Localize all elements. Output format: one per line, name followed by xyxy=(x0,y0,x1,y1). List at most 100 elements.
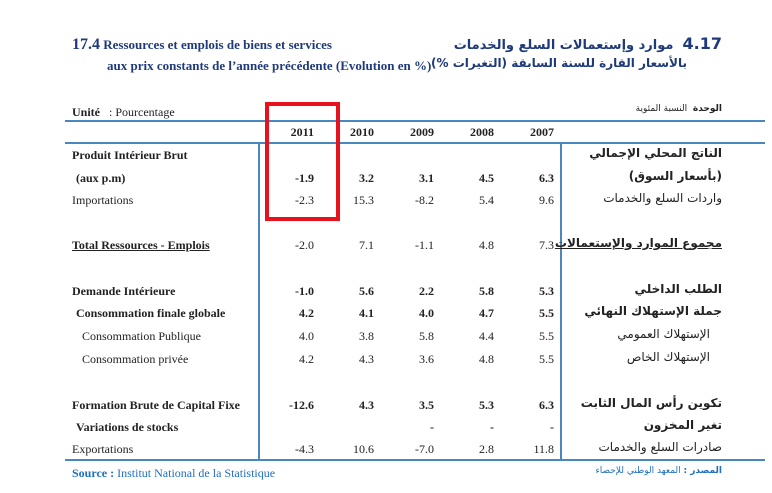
row-label-fr: Exportations xyxy=(72,442,134,456)
cell-value: -2.3 xyxy=(295,193,314,207)
row-label-ar: تكوين رأس المال الثابت xyxy=(580,396,722,410)
cell-value: 5.4 xyxy=(479,193,494,207)
cell-value: 3.6 xyxy=(419,352,434,366)
cell-value: 11.8 xyxy=(533,442,554,456)
cell-value: 4.2 xyxy=(299,306,314,320)
rule-header xyxy=(65,142,765,144)
row-label-fr: Demande Intérieure xyxy=(72,284,176,298)
cell-value: 4.5 xyxy=(479,171,494,185)
cell-value: 5.8 xyxy=(479,284,494,298)
rule-bottom xyxy=(65,459,765,461)
cell-value: 7.3 xyxy=(539,238,554,252)
table-row: (aux p.m) -1.9 3.2 3.1 4.5 6.3 (بأسعار السوق) xyxy=(0,169,772,189)
cell-value: 3.2 xyxy=(359,171,374,185)
highlight-box-2011 xyxy=(265,102,340,221)
cell-value: -1.1 xyxy=(415,238,434,252)
table-row: Produit Intérieur Brut الناتج المحلي الإج… xyxy=(0,146,772,166)
table-row: Importations -2.3 15.3 -8.2 5.4 9.6 واردات الس… xyxy=(0,191,772,211)
source-ar-label: المصدر : xyxy=(683,466,722,476)
row-label-fr: Formation Brute de Capital Fixe xyxy=(72,398,240,412)
cell-value: 4.1 xyxy=(359,306,374,320)
source-label: Source : xyxy=(72,466,115,480)
table-row: Formation Brute de Capital Fixe -12.6 4.3 3… xyxy=(0,396,772,416)
source-fr: Source : Institut National de la Statist… xyxy=(72,466,275,481)
cell-value: -1.0 xyxy=(295,284,314,298)
title-fr-line2: aux prix constants de l’année précédente… xyxy=(107,58,432,73)
cell-value: 4.3 xyxy=(359,352,374,366)
row-label-fr: Consommation finale globale xyxy=(76,306,226,320)
table-number-ar: 4.17 xyxy=(682,34,722,53)
table-row: Consommation Publique 4.0 3.8 5.8 4.4 5.5 الإس… xyxy=(0,327,772,347)
title-ar-line1: 4.17 موارد وإستعمالات السلع والخدمات xyxy=(454,34,722,53)
cell-value: 10.6 xyxy=(353,442,374,456)
unit-ar-value: النسبة المئوية xyxy=(635,104,688,114)
cell-value: 4.3 xyxy=(359,398,374,412)
cell-value: 4.4 xyxy=(479,329,494,343)
unit-fr: Unité : Pourcentage xyxy=(72,105,175,120)
cell-value: - xyxy=(550,420,554,434)
row-label-ar: جملة الإستهلاك النهائي xyxy=(584,304,722,318)
row-label-fr: (aux p.m) xyxy=(76,171,126,185)
cell-value: -2.0 xyxy=(295,238,314,252)
title-ar-line2: بالأسعار القارة للسنة السابقة (التغيرات … xyxy=(431,56,687,70)
cell-value: 2.8 xyxy=(479,442,494,456)
cell-value: 4.0 xyxy=(299,329,314,343)
source-ar-value: المعهد الوطني للإحصاء xyxy=(595,466,681,476)
year-header: 2009 xyxy=(410,125,434,139)
cell-value: -4.3 xyxy=(295,442,314,456)
row-label-ar: صادرات السلع والخدمات xyxy=(598,440,722,454)
unit-ar-label: الوحدة xyxy=(692,104,722,114)
row-label-ar: الإستهلاك العمومي xyxy=(617,327,710,341)
source-ar: المصدر : المعهد الوطني للإحصاء xyxy=(596,466,722,476)
cell-value: -8.2 xyxy=(415,193,434,207)
unit-ar: الوحدة النسبة المئوية xyxy=(636,104,722,114)
title-fr-line1: 17.4 Ressources et emplois de biens et s… xyxy=(72,36,332,54)
cell-value: 15.3 xyxy=(353,193,374,207)
row-label-ar: تغير المخزون xyxy=(643,418,722,432)
cell-value: 4.8 xyxy=(479,238,494,252)
table-row: Total Ressources - Emplois -2.0 7.1 -1.1 4.8… xyxy=(0,236,772,256)
source-value: Institut National de la Statistique xyxy=(117,466,276,480)
table-row: Exportations -4.3 10.6 -7.0 2.8 11.8 صادرات ال… xyxy=(0,440,772,460)
cell-value: 5.5 xyxy=(539,329,554,343)
row-label-fr: Consommation Publique xyxy=(82,329,202,343)
cell-value: 5.3 xyxy=(479,398,494,412)
cell-value: 2.2 xyxy=(419,284,434,298)
row-label-ar: الناتج المحلي الإجمالي xyxy=(589,146,722,160)
table-row: Consommation privée 4.2 4.3 3.6 4.8 5.5 الإسته… xyxy=(0,350,772,370)
year-header: 2007 xyxy=(530,125,554,139)
rule-top xyxy=(65,120,765,122)
cell-value: 6.3 xyxy=(539,171,554,185)
cell-value: 4.7 xyxy=(479,306,494,320)
cell-value: -1.9 xyxy=(295,171,314,185)
cell-value: 3.8 xyxy=(359,329,374,343)
row-label-ar: الإستهلاك الخاص xyxy=(626,350,710,364)
cell-value: 4.2 xyxy=(299,352,314,366)
header-row: 2011 2010 2009 2008 2007 xyxy=(0,123,772,143)
cell-value: 5.3 xyxy=(539,284,554,298)
row-label-fr: Variations de stocks xyxy=(76,420,179,434)
row-label-fr: Importations xyxy=(72,193,134,207)
cell-value: - xyxy=(490,420,494,434)
cell-value: 4.0 xyxy=(419,306,434,320)
table-row: Consommation finale globale 4.2 4.1 4.0 4.7 5… xyxy=(0,304,772,324)
cell-value: 5.8 xyxy=(419,329,434,343)
cell-value: 9.6 xyxy=(539,193,554,207)
table-number: 17.4 xyxy=(72,36,100,53)
cell-value: 7.1 xyxy=(359,238,374,252)
year-header: 2008 xyxy=(470,125,494,139)
cell-value: 5.6 xyxy=(359,284,374,298)
cell-value: 6.3 xyxy=(539,398,554,412)
cell-value: 3.1 xyxy=(419,171,434,185)
cell-value: -7.0 xyxy=(415,442,434,456)
table-row: Demande Intérieure -1.0 5.6 2.2 5.8 5.3 الطلب … xyxy=(0,282,772,302)
cell-value: 5.5 xyxy=(539,306,554,320)
row-label-ar: (بأسعار السوق) xyxy=(628,169,722,183)
row-label-ar: مجموع الموارد والإستعمالات xyxy=(554,236,722,250)
unit-value: : Pourcentage xyxy=(109,105,175,119)
divider-left xyxy=(258,142,260,460)
title-ar-text: موارد وإستعمالات السلع والخدمات xyxy=(453,38,674,53)
cell-value: - xyxy=(430,420,434,434)
cell-value: -12.6 xyxy=(289,398,314,412)
cell-value: 3.5 xyxy=(419,398,434,412)
